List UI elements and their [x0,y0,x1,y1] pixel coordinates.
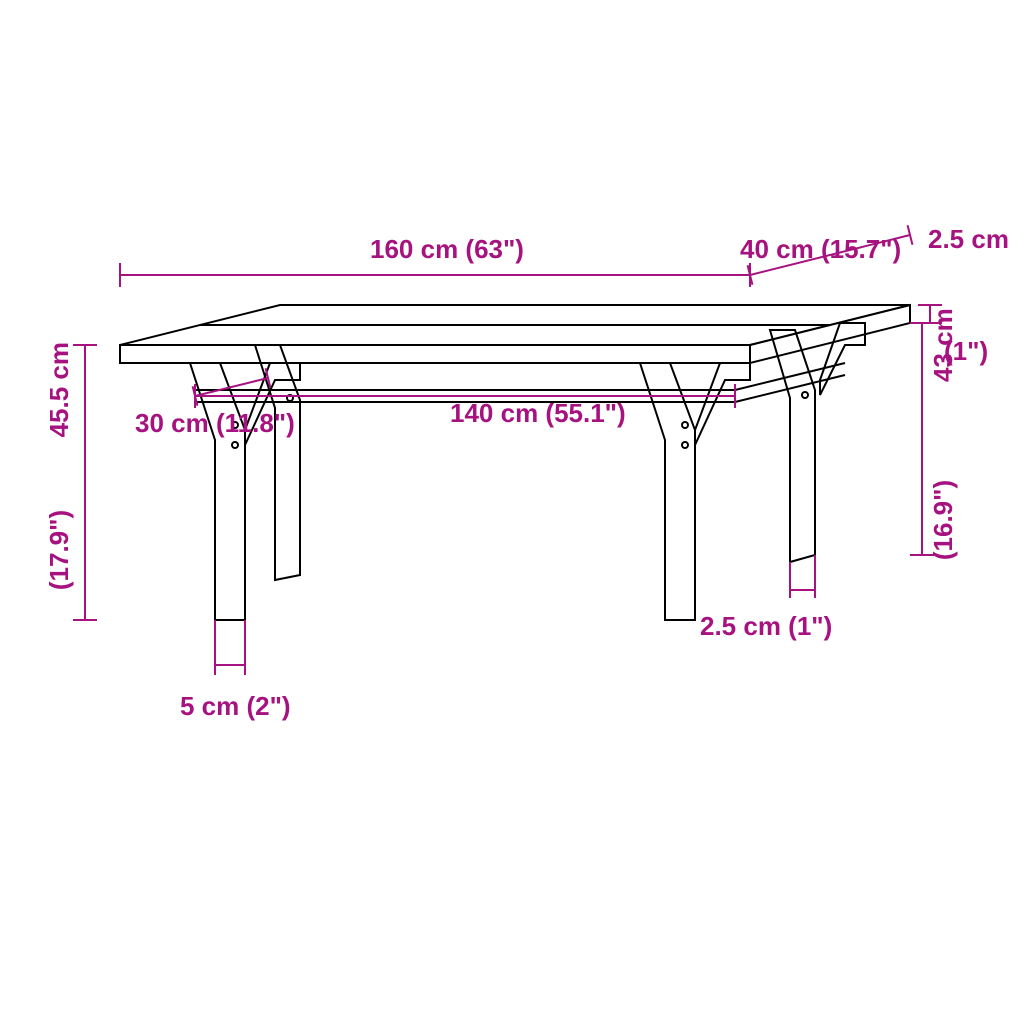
dim-inner-depth: 30 cm (11.8") [135,408,295,438]
dim-top-length: 160 cm (63") [370,234,524,264]
dim-top-thick-1: 2.5 cm [928,224,1009,254]
dim-rail-length: 140 cm (55.1") [450,398,626,428]
dim-top-depth: 40 cm (15.7") [740,234,901,264]
dim-foot-width: 5 cm (2") [180,691,291,721]
dim-right-leg-2: (16.9") [928,480,958,560]
dim-left-h-2: (17.9") [44,510,74,590]
dim-left-h-1: 45.5 cm [44,342,74,437]
dim-right-leg-1: 43 cm [928,308,958,382]
dim-leg-thick: 2.5 cm (1") [700,611,832,641]
